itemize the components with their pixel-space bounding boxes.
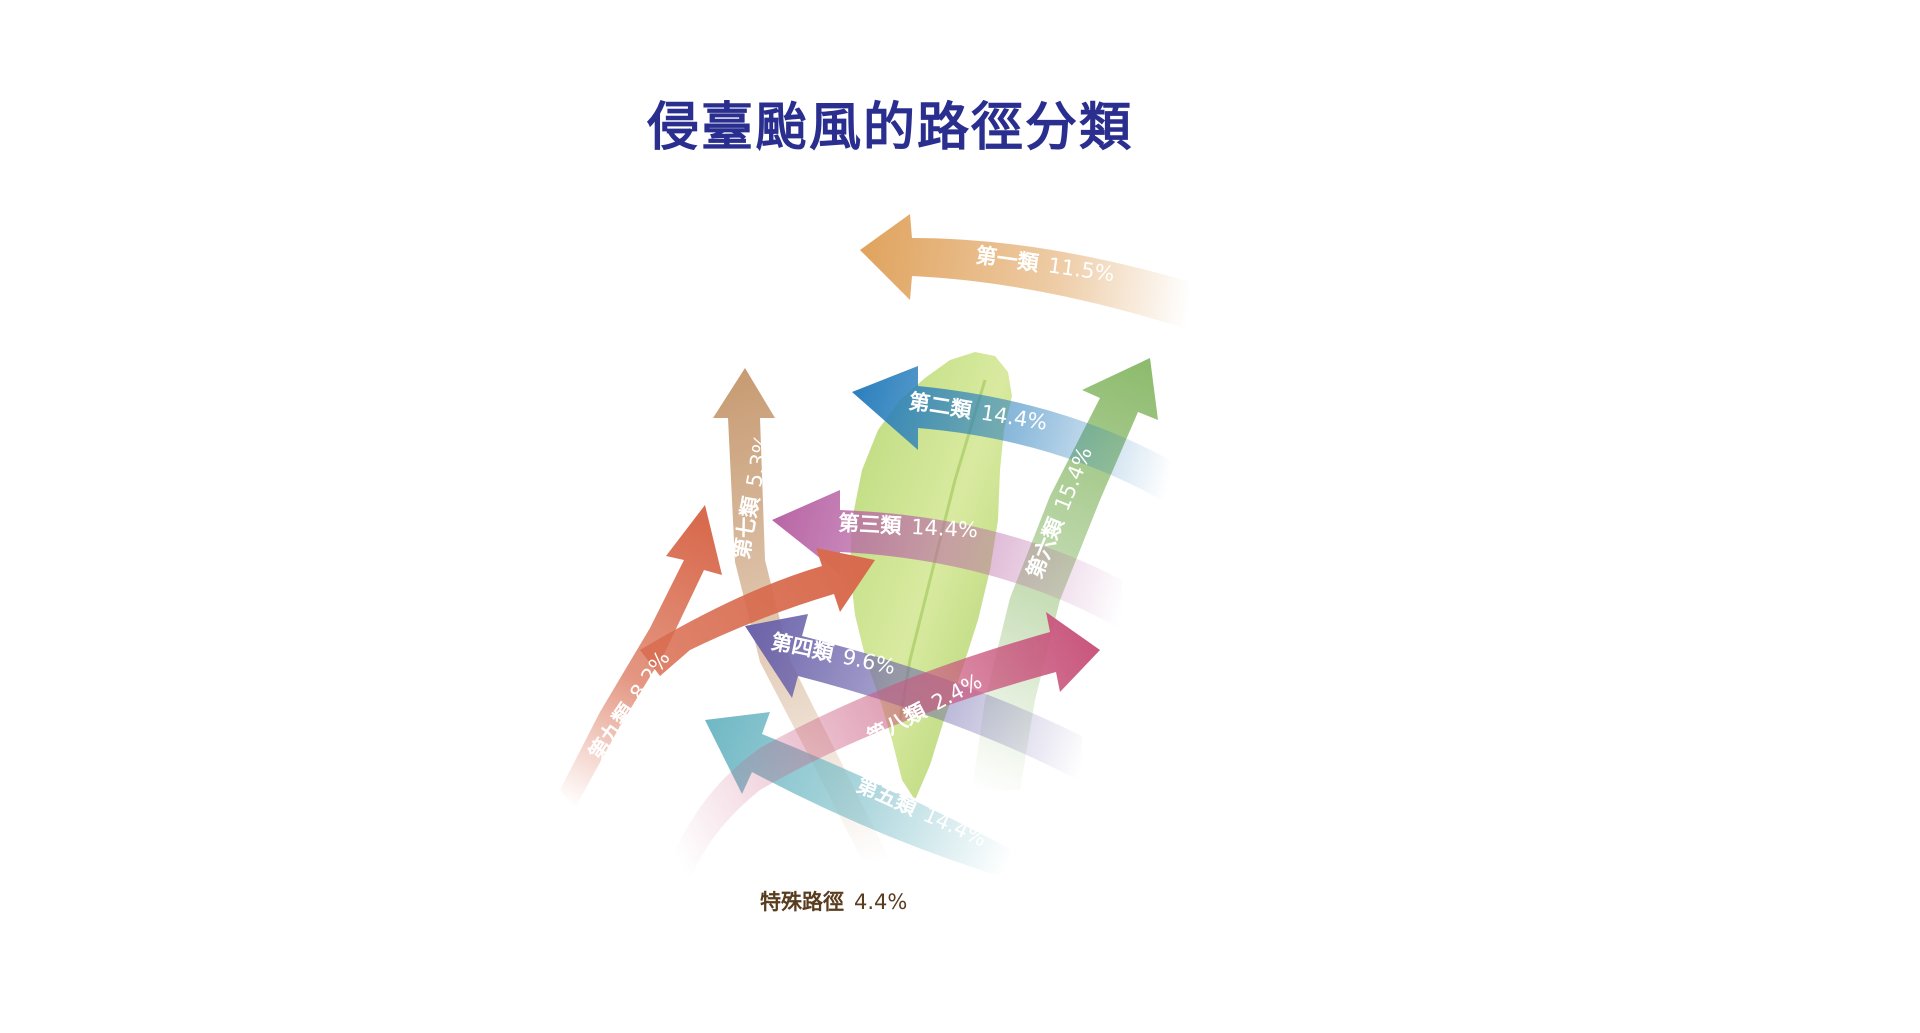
route3-arrow (772, 490, 1122, 630)
route8-arrow (670, 612, 1100, 880)
route9-arrow (560, 505, 722, 808)
route2-arrow (852, 366, 1170, 505)
special-route-percent: 4.4% (854, 890, 908, 914)
special-route-label: 特殊路徑 4.4% (760, 886, 907, 916)
diagram-title: 侵臺颱風的路徑分類 (646, 98, 1133, 158)
route7-arrow (713, 368, 890, 860)
route9-arrow-branch (640, 548, 875, 676)
special-route-name: 特殊路徑 (760, 890, 844, 914)
route3-label: 第三類 14.4% (838, 511, 979, 542)
route1-arrow (860, 214, 1190, 330)
